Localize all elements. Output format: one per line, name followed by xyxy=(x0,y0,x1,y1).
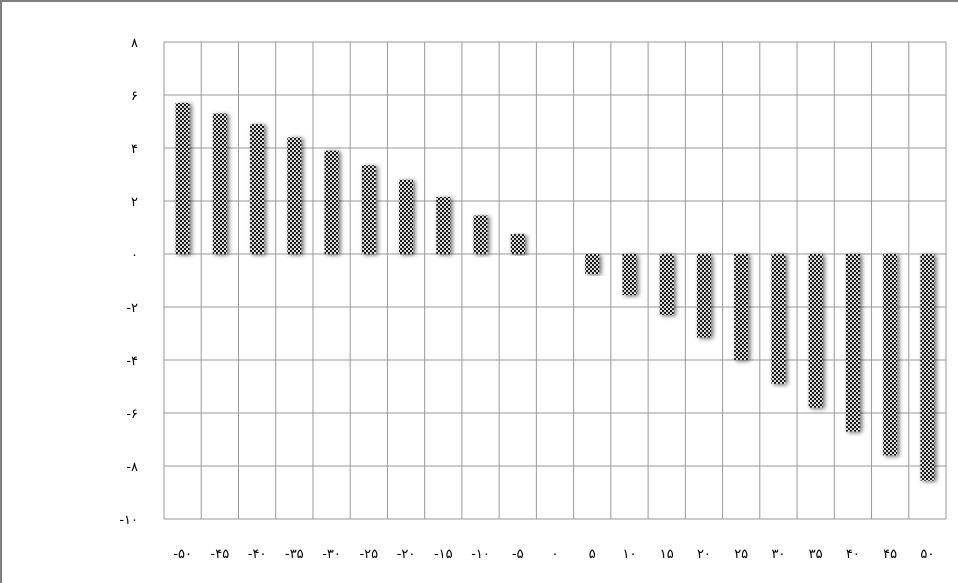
bar xyxy=(734,254,749,360)
x-tick-label: -۱۵ xyxy=(434,547,453,562)
x-tick-label: ۲۵ xyxy=(734,547,748,562)
y-tick-label: ۴ xyxy=(131,142,138,157)
x-tick-label: ۵ xyxy=(589,547,596,562)
bar xyxy=(622,254,637,296)
bar xyxy=(920,254,935,481)
x-tick-label: -۳۵ xyxy=(285,547,304,562)
bar xyxy=(399,179,414,254)
y-tick-label: -۶ xyxy=(126,407,138,422)
y-tick-label: ۲ xyxy=(131,195,138,210)
x-tick-label: -۴۵ xyxy=(211,547,230,562)
bar xyxy=(361,165,376,254)
bars xyxy=(175,102,935,481)
bar xyxy=(175,102,190,254)
x-tick-label: ۱۰ xyxy=(622,547,636,562)
bar xyxy=(696,254,711,338)
bar xyxy=(659,254,674,315)
x-tick-label: ۰ xyxy=(552,547,559,562)
y-tick-label: -۸ xyxy=(126,460,138,475)
bar xyxy=(585,254,600,274)
bar xyxy=(212,113,227,254)
x-tick-label: -۴۰ xyxy=(248,547,267,562)
y-tick-label: -۲ xyxy=(126,301,138,316)
bar xyxy=(771,254,786,384)
x-tick-label: ۳۰ xyxy=(771,547,785,562)
bar xyxy=(473,215,488,254)
grid xyxy=(163,41,947,520)
x-tick-label: -۲۰ xyxy=(397,547,416,562)
bar xyxy=(510,234,525,254)
y-tick-label: ۶ xyxy=(131,89,138,104)
x-tick-label: -۱۰ xyxy=(471,547,490,562)
bar xyxy=(250,124,265,255)
y-tick-label: ۸ xyxy=(131,36,138,51)
x-tick-label: -۵۰ xyxy=(173,547,192,562)
x-tick-label: ۳۵ xyxy=(809,547,823,562)
y-tick-label: ۰ xyxy=(131,248,138,263)
x-axis-labels: -۵۰ -۴۵ -۴۰ -۳۵ -۳۰ -۲۵ -۲۰ -۱۵ -۱۰ -۵ ۰ ۵ ۱۰ ۱۵ ۲۰ ۲۵ ۳… xyxy=(173,547,934,562)
x-tick-label: ۴۵ xyxy=(883,547,897,562)
x-tick-label: -۳۰ xyxy=(322,547,341,562)
bar xyxy=(845,254,860,432)
x-tick-label: -۲۵ xyxy=(359,547,378,562)
y-tick-label: -۱۰ xyxy=(119,513,138,528)
bar xyxy=(436,197,451,254)
y-axis-labels: -۱۰ -۸ -۶ -۴ -۲ ۰ ۲ ۴ ۶ ۸ xyxy=(119,36,138,528)
y-tick-label: -۴ xyxy=(126,354,138,369)
x-tick-label: ۴۰ xyxy=(846,547,860,562)
bar xyxy=(808,254,823,408)
x-tick-label: -۵ xyxy=(512,547,524,562)
bar xyxy=(324,150,339,254)
x-tick-label: ۵۰ xyxy=(920,547,934,562)
bar xyxy=(287,137,302,254)
x-tick-label: ۲۰ xyxy=(697,547,711,562)
bar xyxy=(883,254,898,456)
x-tick-label: ۱۵ xyxy=(660,547,674,562)
